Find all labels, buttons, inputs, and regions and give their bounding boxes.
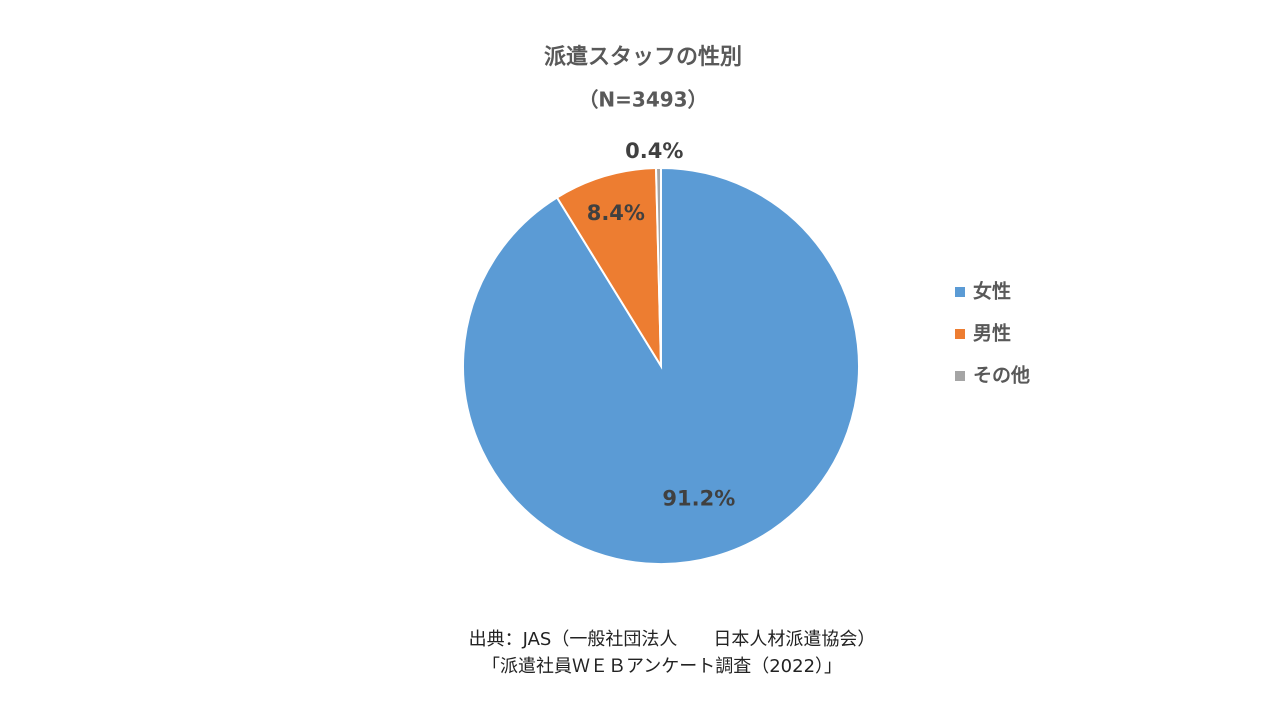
pie-slice (654, 166, 662, 367)
data-label: 8.4% (587, 201, 645, 225)
legend-swatch (955, 287, 965, 297)
chart-subtitle: （N=3493） (578, 88, 707, 112)
legend-label: その他 (973, 364, 1030, 387)
chart-title: 派遣スタッフの性別 (544, 45, 742, 70)
pie-slice (555, 167, 663, 370)
legend-label: 男性 (973, 322, 1011, 345)
data-label: 91.2% (662, 486, 735, 510)
data-label: 0.4% (625, 139, 683, 163)
source: 出典：JAS（一般社団法人 日本人材派遣協会） (469, 629, 876, 650)
source: 「派遣社員ＷＥＢアンケート調査（2022）」 (482, 656, 842, 677)
legend-swatch (955, 329, 965, 339)
legend-label: 女性 (973, 280, 1011, 303)
legend-swatch (955, 371, 965, 381)
